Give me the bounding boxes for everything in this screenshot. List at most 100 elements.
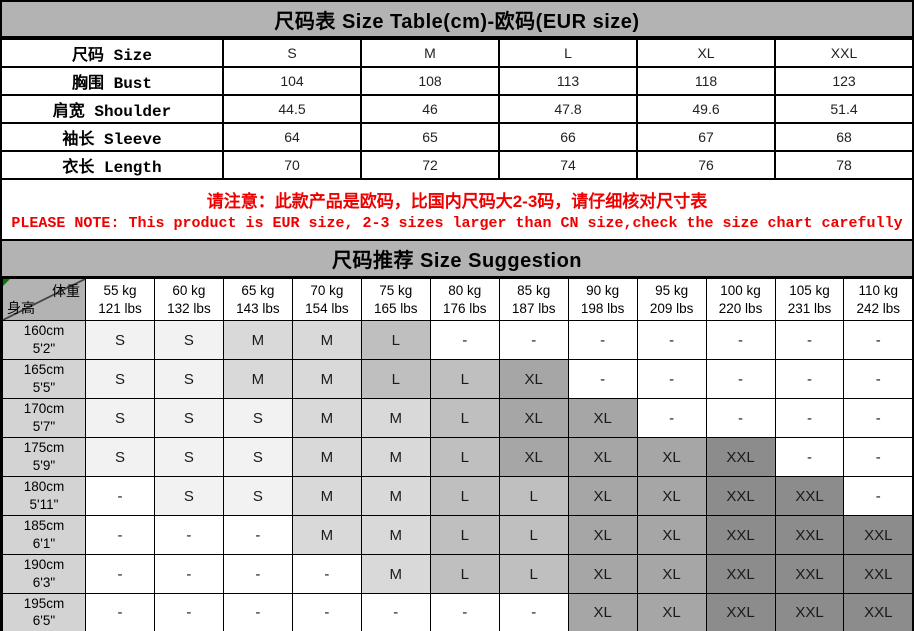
suggestion-size-cell: - — [291, 554, 362, 594]
suggestion-size-cell: XXL — [705, 554, 776, 594]
suggestion-size-cell: M — [291, 398, 362, 438]
suggestion-size-cell: - — [843, 437, 914, 477]
size-table-cell: 51.4 — [774, 94, 914, 124]
height-row-label: 160cm 5'2" — [1, 320, 86, 360]
suggestion-size-cell: - — [774, 359, 845, 399]
size-table-cell: XL — [636, 38, 776, 68]
suggestion-size-cell: - — [705, 398, 776, 438]
weight-header-cell: 65 kg 143 lbs — [222, 278, 293, 321]
size-table-cell: 113 — [498, 66, 638, 96]
suggestion-size-cell: - — [498, 593, 569, 631]
size-table: 尺码 Size S M L XL XXL 胸围 Bust 104 108 113 118 123 肩宽 … — [0, 38, 914, 180]
suggestion-size-cell: M — [360, 554, 431, 594]
weight-header-cell: 95 kg 209 lbs — [636, 278, 707, 321]
suggestion-size-cell: - — [222, 593, 293, 631]
suggestion-row: 195cm 6'5" - - - - - - - XL XL XXL XXL XXL — [1, 593, 914, 631]
suggestion-size-cell: - — [705, 359, 776, 399]
height-row-label: 190cm 6'3" — [1, 554, 86, 594]
weight-header-cell: 80 kg 176 lbs — [429, 278, 500, 321]
suggestion-size-cell: - — [222, 515, 293, 555]
size-table-cell: 67 — [636, 122, 776, 152]
weight-header-cell: 70 kg 154 lbs — [291, 278, 362, 321]
suggestion-size-cell: XXL — [705, 437, 776, 477]
suggestion-size-cell: XL — [636, 515, 707, 555]
size-table-cell: 68 — [774, 122, 914, 152]
suggestion-size-cell: - — [567, 320, 638, 360]
suggestion-row: 160cm 5'2" S S M M L - - - - - - - — [1, 320, 914, 360]
suggestion-size-cell: - — [774, 398, 845, 438]
suggestion-size-cell: XXL — [843, 593, 914, 631]
suggestion-size-cell: XXL — [705, 593, 776, 631]
size-table-cell: 65 — [360, 122, 500, 152]
suggestion-size-cell: - — [85, 476, 155, 516]
suggestion-size-cell: M — [222, 320, 293, 360]
suggestion-size-cell: S — [222, 476, 293, 516]
weight-header-cell: 100 kg 220 lbs — [705, 278, 776, 321]
suggestion-size-cell: - — [636, 398, 707, 438]
suggestion-size-cell: S — [222, 398, 293, 438]
suggestion-size-cell: M — [360, 398, 431, 438]
weight-header-cell: 75 kg 165 lbs — [360, 278, 431, 321]
size-table-cell: 44.5 — [222, 94, 362, 124]
suggestion-row: 185cm 6'1" - - - M M L L XL XL XXL XXL XXL — [1, 515, 914, 555]
weight-header-cell: 110 kg 242 lbs — [843, 278, 914, 321]
suggestion-size-cell: S — [153, 359, 224, 399]
size-table-row: 袖长 Sleeve 64 65 66 67 68 — [0, 122, 914, 152]
notice-line-cn: 请注意：此款产品是欧码，比国内尺码大2-3码，请仔细核对尺寸表 — [206, 192, 708, 211]
size-table-cell: 118 — [636, 66, 776, 96]
suggestion-size-cell: - — [843, 320, 914, 360]
size-suggestion-title: 尺码推荐 Size Suggestion — [0, 241, 914, 278]
corner-mark-icon — [3, 279, 10, 286]
suggestion-size-cell: - — [429, 320, 500, 360]
weight-header-cell: 90 kg 198 lbs — [567, 278, 638, 321]
suggestion-size-cell: S — [153, 320, 224, 360]
size-table-cell: 123 — [774, 66, 914, 96]
suggestion-size-cell: L — [498, 554, 569, 594]
size-table-title-text: 尺码表 Size Table(cm)-欧码(EUR size) — [274, 10, 640, 33]
suggestion-size-cell: XXL — [705, 476, 776, 516]
suggestion-size-cell: XL — [567, 398, 638, 438]
suggestion-size-cell: XL — [636, 593, 707, 631]
suggestion-size-cell: - — [843, 476, 914, 516]
size-table-cell: L — [498, 38, 638, 68]
size-table-row: 肩宽 Shoulder 44.5 46 47.8 49.6 51.4 — [0, 94, 914, 124]
suggestion-size-cell: - — [153, 554, 224, 594]
suggestion-size-cell: M — [222, 359, 293, 399]
suggestion-size-cell: S — [85, 398, 155, 438]
size-table-row-label: 尺码 Size — [0, 38, 224, 68]
size-table-row-label: 袖长 Sleeve — [0, 122, 224, 152]
suggestion-size-cell: XL — [636, 476, 707, 516]
size-suggestion-title-text: 尺码推荐 Size Suggestion — [331, 250, 583, 272]
suggestion-size-cell: XL — [567, 554, 638, 594]
size-table-row-label: 肩宽 Shoulder — [0, 94, 224, 124]
suggestion-size-cell: - — [291, 593, 362, 631]
size-table-cell: 46 — [360, 94, 500, 124]
suggestion-size-cell: S — [85, 320, 155, 360]
suggestion-size-cell: M — [291, 359, 362, 399]
suggestion-size-cell: - — [153, 515, 224, 555]
suggestion-row: 175cm 5'9" S S S M M L XL XL XL XXL - - — [1, 437, 914, 477]
size-suggestion-table: 体重 身高 55 kg 121 lbs 60 kg 132 lbs 65 kg 143 l… — [0, 278, 914, 631]
weight-header-cell: 60 kg 132 lbs — [153, 278, 224, 321]
suggestion-size-cell: M — [291, 476, 362, 516]
suggestion-size-cell: XL — [636, 554, 707, 594]
suggestion-size-cell: M — [360, 476, 431, 516]
notice-line-en: PLEASE NOTE: This product is EUR size, 2… — [11, 215, 903, 232]
suggestion-size-cell: - — [85, 515, 155, 555]
suggestion-size-cell: XXL — [774, 476, 845, 516]
weight-header-cell: 55 kg 121 lbs — [85, 278, 155, 321]
weight-axis-label: 体重 — [52, 283, 80, 299]
suggestion-size-cell: XL — [567, 437, 638, 477]
suggestion-size-cell: S — [153, 476, 224, 516]
size-table-title: 尺码表 Size Table(cm)-欧码(EUR size) — [0, 0, 914, 38]
suggestion-row: 170cm 5'7" S S S M M L XL XL - - - - — [1, 398, 914, 438]
suggestion-size-cell: - — [498, 320, 569, 360]
suggestion-size-cell: L — [360, 359, 431, 399]
suggestion-size-cell: - — [843, 359, 914, 399]
suggestion-size-cell: S — [153, 437, 224, 477]
suggestion-size-cell: S — [153, 398, 224, 438]
size-table-cell: 47.8 — [498, 94, 638, 124]
suggestion-size-cell: M — [291, 437, 362, 477]
weight-header-cell: 105 kg 231 lbs — [774, 278, 845, 321]
height-row-label: 195cm 6'5" — [1, 593, 86, 631]
